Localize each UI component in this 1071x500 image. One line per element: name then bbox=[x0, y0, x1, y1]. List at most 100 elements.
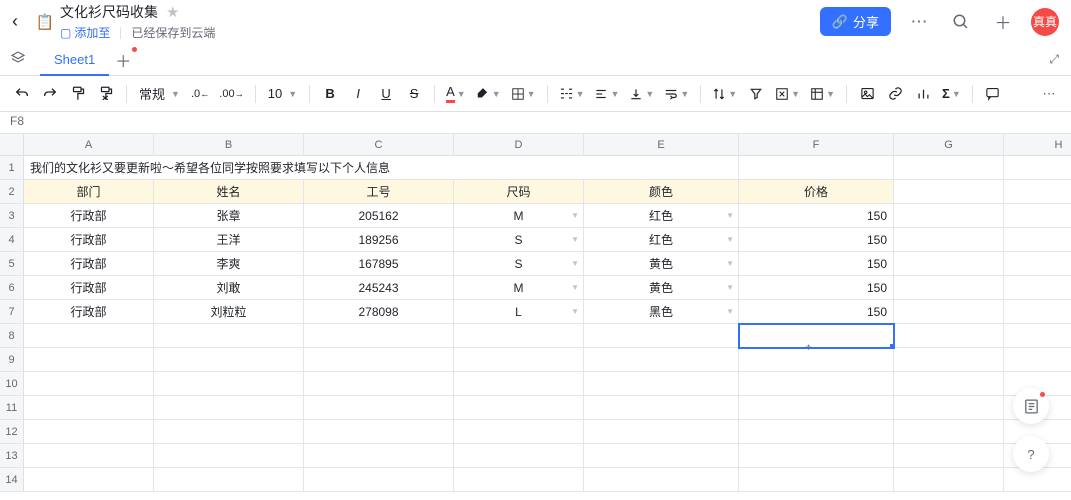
cell[interactable]: 行政部 bbox=[24, 252, 154, 276]
merge-cells-button[interactable]: ▼ bbox=[556, 81, 588, 107]
fill-color-button[interactable]: ▼ bbox=[473, 81, 504, 107]
cell[interactable] bbox=[894, 396, 1004, 420]
cell[interactable] bbox=[24, 420, 154, 444]
cell[interactable] bbox=[739, 444, 894, 468]
row-header-12[interactable]: 12 bbox=[0, 420, 24, 444]
col-header-D[interactable]: D bbox=[454, 134, 584, 156]
cell[interactable] bbox=[154, 420, 304, 444]
sort-button[interactable]: ▼ bbox=[709, 81, 740, 107]
cell[interactable] bbox=[24, 468, 154, 492]
col-header-F[interactable]: F bbox=[739, 134, 894, 156]
format-painter-button[interactable] bbox=[66, 81, 90, 107]
cell[interactable] bbox=[584, 372, 739, 396]
row-header-7[interactable]: 7 bbox=[0, 300, 24, 324]
row-header-4[interactable]: 4 bbox=[0, 228, 24, 252]
cell[interactable] bbox=[739, 396, 894, 420]
add-to-button[interactable]: ▢ 添加至 bbox=[60, 24, 110, 41]
cell[interactable]: 王洋 bbox=[154, 228, 304, 252]
cell[interactable] bbox=[894, 252, 1004, 276]
cell[interactable] bbox=[1004, 324, 1071, 348]
row-header-1[interactable]: 1 bbox=[0, 156, 24, 180]
cell[interactable] bbox=[1004, 276, 1071, 300]
cell[interactable] bbox=[739, 348, 894, 372]
cell[interactable]: 黄色▼ bbox=[584, 252, 739, 276]
cell[interactable] bbox=[584, 420, 739, 444]
row-header-2[interactable]: 2 bbox=[0, 180, 24, 204]
row-header-13[interactable]: 13 bbox=[0, 444, 24, 468]
cell[interactable]: 红色▼ bbox=[584, 204, 739, 228]
toolbar-more-icon[interactable]: ⋯ bbox=[1037, 81, 1061, 107]
cell[interactable] bbox=[454, 324, 584, 348]
cell[interactable]: 150 bbox=[739, 276, 894, 300]
cell[interactable]: 部门 bbox=[24, 180, 154, 204]
doc-title[interactable]: 文化衫尺码收集 bbox=[60, 2, 158, 22]
redo-button[interactable] bbox=[38, 81, 62, 107]
italic-button[interactable]: I bbox=[346, 81, 370, 107]
row-header-8[interactable]: 8 bbox=[0, 324, 24, 348]
col-header-H[interactable]: H bbox=[1004, 134, 1071, 156]
cell[interactable]: 205162 bbox=[304, 204, 454, 228]
cell[interactable]: 黄色▼ bbox=[584, 276, 739, 300]
cell[interactable] bbox=[154, 468, 304, 492]
filter-button[interactable] bbox=[744, 81, 768, 107]
cell[interactable]: M▼ bbox=[454, 276, 584, 300]
cell[interactable] bbox=[1004, 348, 1071, 372]
cell[interactable]: 刘敢 bbox=[154, 276, 304, 300]
cell[interactable] bbox=[894, 348, 1004, 372]
more-menu-icon[interactable]: ⋯ bbox=[905, 8, 933, 36]
cell[interactable] bbox=[584, 396, 739, 420]
cell[interactable] bbox=[304, 444, 454, 468]
back-button[interactable]: ‹ bbox=[12, 11, 32, 32]
cell[interactable] bbox=[584, 468, 739, 492]
share-button[interactable]: 🔗 分享 bbox=[820, 7, 891, 36]
cell[interactable] bbox=[304, 372, 454, 396]
cell[interactable] bbox=[454, 444, 584, 468]
cell[interactable] bbox=[154, 324, 304, 348]
undo-button[interactable] bbox=[10, 81, 34, 107]
strikethrough-button[interactable]: S bbox=[402, 81, 426, 107]
cell[interactable] bbox=[304, 348, 454, 372]
tab-sheet1[interactable]: Sheet1 bbox=[40, 44, 109, 76]
cell[interactable] bbox=[454, 396, 584, 420]
cell[interactable] bbox=[1004, 228, 1071, 252]
underline-button[interactable]: U bbox=[374, 81, 398, 107]
comment-button[interactable] bbox=[981, 81, 1005, 107]
outline-float-button[interactable] bbox=[1013, 388, 1049, 424]
cell[interactable] bbox=[894, 444, 1004, 468]
cell[interactable] bbox=[894, 420, 1004, 444]
cell[interactable]: 167895 bbox=[304, 252, 454, 276]
cell[interactable]: 李爽 bbox=[154, 252, 304, 276]
font-size-select[interactable]: 10▼ bbox=[264, 86, 301, 101]
cell[interactable] bbox=[894, 204, 1004, 228]
cell[interactable] bbox=[1004, 252, 1071, 276]
cell[interactable] bbox=[894, 276, 1004, 300]
cell[interactable] bbox=[24, 372, 154, 396]
add-sheet-button[interactable]: ＋ bbox=[115, 48, 131, 72]
cell[interactable]: M▼ bbox=[454, 204, 584, 228]
cell[interactable] bbox=[24, 396, 154, 420]
row-header-11[interactable]: 11 bbox=[0, 396, 24, 420]
cell[interactable] bbox=[894, 300, 1004, 324]
spreadsheet-grid[interactable]: ABCDEFGH 1234567891011121314 我们的文化衫又要更新啦… bbox=[0, 134, 1071, 500]
cell[interactable]: 黑色▼ bbox=[584, 300, 739, 324]
avatar[interactable]: 真真 bbox=[1031, 8, 1059, 36]
cell[interactable] bbox=[739, 324, 894, 348]
cell[interactable]: 红色▼ bbox=[584, 228, 739, 252]
row-header-3[interactable]: 3 bbox=[0, 204, 24, 228]
col-header-G[interactable]: G bbox=[894, 134, 1004, 156]
cond-format-button[interactable]: ▼ bbox=[772, 81, 803, 107]
cell[interactable]: 150 bbox=[739, 300, 894, 324]
h-align-button[interactable]: ▼ bbox=[591, 81, 622, 107]
row-header-14[interactable]: 14 bbox=[0, 468, 24, 492]
wrap-text-button[interactable]: ▼ bbox=[661, 81, 692, 107]
cell[interactable] bbox=[24, 348, 154, 372]
cell[interactable] bbox=[304, 324, 454, 348]
cell[interactable]: L▼ bbox=[454, 300, 584, 324]
cell[interactable]: 150 bbox=[739, 204, 894, 228]
cell[interactable]: 尺码 bbox=[454, 180, 584, 204]
col-header-C[interactable]: C bbox=[304, 134, 454, 156]
text-color-button[interactable]: A▼ bbox=[443, 81, 469, 107]
cell[interactable]: 278098 bbox=[304, 300, 454, 324]
cell[interactable]: 150 bbox=[739, 228, 894, 252]
cell[interactable] bbox=[739, 468, 894, 492]
